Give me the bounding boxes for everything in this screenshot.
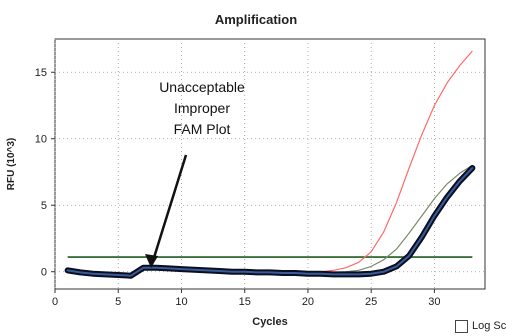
chart-title: Amplification — [215, 12, 297, 27]
x-tick-label: 10 — [175, 296, 187, 308]
x-tick-label: 15 — [239, 296, 251, 308]
series-line — [307, 50, 473, 274]
annotation-text: FAM Plot — [174, 121, 231, 137]
y-tick-label: 10 — [35, 134, 47, 146]
y-tick-label: 15 — [35, 67, 47, 79]
x-tick-label: 5 — [115, 296, 121, 308]
x-tick-label: 25 — [365, 296, 377, 308]
x-axis-label: Cycles — [252, 316, 287, 328]
annotation-text: Improper — [174, 100, 230, 116]
arrow-head-icon — [145, 254, 158, 268]
annotation-arrow — [150, 154, 188, 265]
log-scale-checkbox[interactable]: Log Sc — [455, 316, 506, 336]
log-scale-label: Log Sc — [472, 320, 506, 332]
x-tick-label: 20 — [302, 296, 314, 308]
x-tick-label: 0 — [52, 296, 58, 308]
y-axis-label: RFU (10^3) — [6, 138, 17, 191]
checkbox-icon[interactable] — [455, 319, 468, 333]
annotation-text: Unacceptable — [159, 79, 245, 95]
series-line-highlighted — [66, 167, 474, 277]
x-tick-label: 30 — [428, 296, 440, 308]
y-tick-label: 5 — [41, 200, 47, 212]
y-tick-label: 0 — [41, 267, 47, 279]
plot-area — [54, 38, 486, 290]
